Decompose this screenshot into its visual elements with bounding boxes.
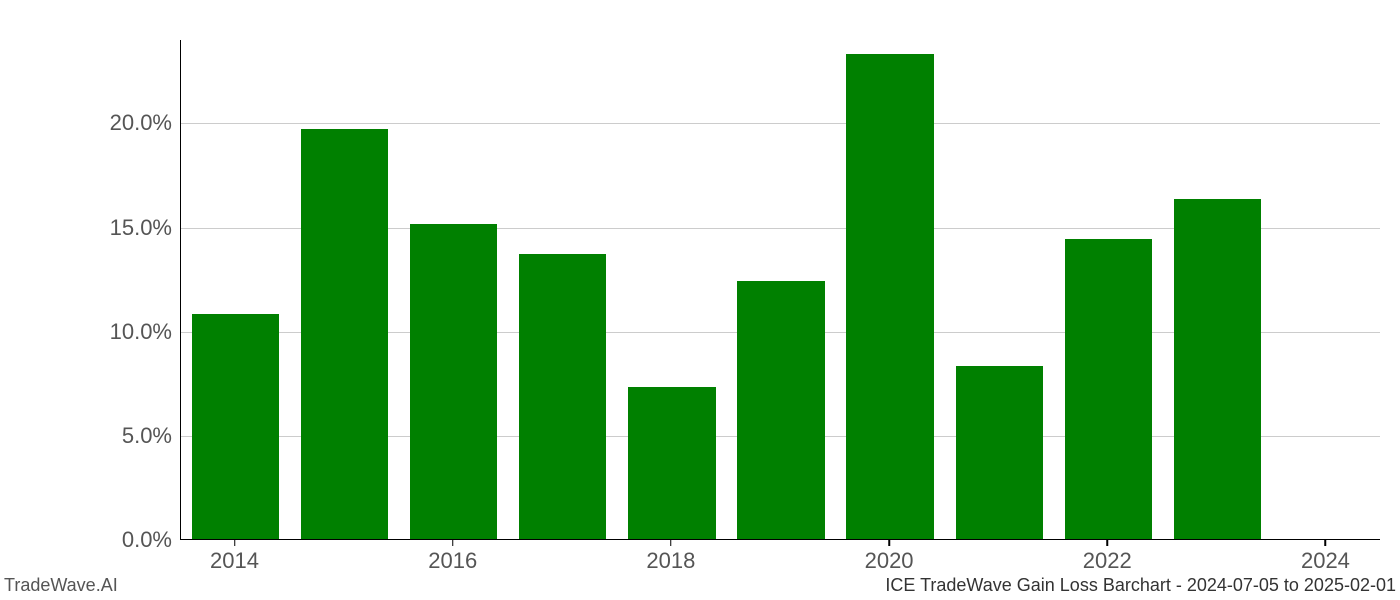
- x-tick-label: 2022: [1083, 548, 1132, 574]
- chart-container: [180, 40, 1380, 540]
- y-tick-label: 0.0%: [122, 527, 172, 553]
- x-tick-label: 2014: [210, 548, 259, 574]
- bar: [956, 366, 1043, 539]
- x-tick-mark: [670, 540, 672, 546]
- x-tick-label: 2024: [1301, 548, 1350, 574]
- x-tick-mark: [888, 540, 890, 546]
- footer-brand: TradeWave.AI: [4, 575, 118, 596]
- bar: [628, 387, 715, 539]
- x-tick-mark: [1325, 540, 1327, 546]
- x-tick-label: 2016: [428, 548, 477, 574]
- y-tick-label: 10.0%: [110, 319, 172, 345]
- y-tick-label: 5.0%: [122, 423, 172, 449]
- x-tick-mark: [234, 540, 236, 546]
- footer-caption: ICE TradeWave Gain Loss Barchart - 2024-…: [885, 575, 1396, 596]
- bar: [1065, 239, 1152, 539]
- x-tick-label: 2018: [646, 548, 695, 574]
- bar: [519, 254, 606, 539]
- bar: [737, 281, 824, 539]
- x-tick-mark: [1107, 540, 1109, 546]
- y-tick-label: 15.0%: [110, 215, 172, 241]
- bar: [192, 314, 279, 539]
- bar: [846, 54, 933, 539]
- bar: [1174, 199, 1261, 539]
- bar: [301, 129, 388, 539]
- plot-area: [180, 40, 1380, 540]
- y-tick-label: 20.0%: [110, 110, 172, 136]
- y-gridline: [181, 123, 1380, 124]
- bar: [410, 224, 497, 539]
- x-tick-mark: [452, 540, 454, 546]
- x-tick-label: 2020: [865, 548, 914, 574]
